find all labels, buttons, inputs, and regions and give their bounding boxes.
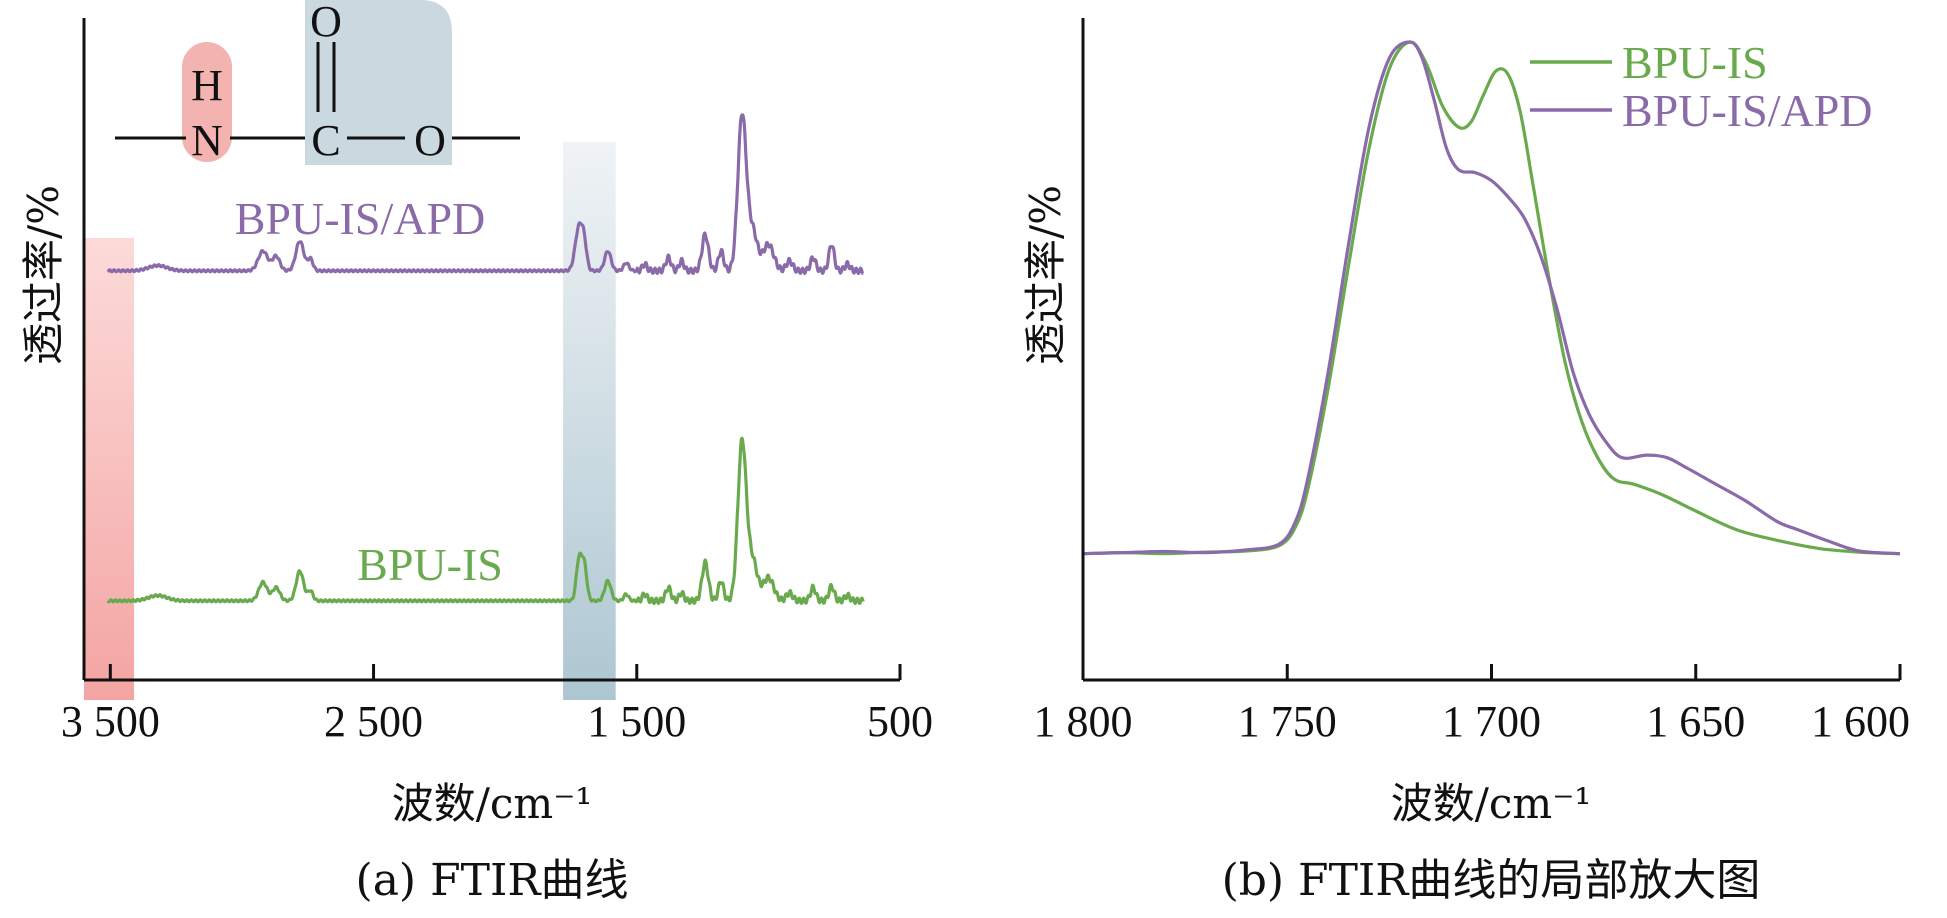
x-tick-label: 1 600 — [1811, 697, 1910, 746]
x-tick-label: 2 500 — [324, 697, 423, 746]
urethane-structure: H N O C O — [115, 0, 520, 165]
series-line-bpu-is-apd — [106, 113, 865, 275]
series-lines — [1082, 40, 1901, 556]
atom-h: H — [191, 61, 223, 110]
x-ticks: 3 500 2 500 1 500 500 — [61, 664, 933, 746]
carbonyl-highlight — [305, 0, 452, 165]
highlight-bands — [84, 142, 616, 700]
x-tick-label: 1 750 — [1238, 697, 1337, 746]
series-line-bpu-is-apd — [1082, 40, 1901, 556]
y-axis-label: 透过率/% — [19, 185, 68, 365]
highlight-band-2 — [563, 142, 616, 700]
nh-highlight — [182, 42, 232, 162]
series-label-bpu-is: BPU-IS — [357, 539, 503, 590]
legend-label-bpu-is: BPU-IS — [1622, 37, 1768, 88]
atom-o-ester: O — [414, 116, 446, 165]
atom-n: N — [191, 116, 223, 165]
atom-o-carbonyl: O — [310, 0, 342, 46]
atom-c: C — [311, 116, 340, 165]
series-line-bpu-is — [106, 436, 865, 605]
legend-label-bpu-is-apd: BPU-IS/APD — [1622, 85, 1873, 136]
x-tick-label: 3 500 — [61, 697, 160, 746]
series-label-bpu-is-apd: BPU-IS/APD — [235, 193, 486, 244]
x-ticks: 1 800 1 750 1 700 1 650 1 600 — [1034, 664, 1910, 746]
legend: BPU-IS BPU-IS/APD — [1530, 37, 1873, 136]
x-tick-label: 1 650 — [1646, 697, 1745, 746]
series-line-bpu-is — [1082, 40, 1901, 556]
x-tick-label: 500 — [867, 697, 933, 746]
panel-a: H N O C O BPU-IS/APD BPU-IS 3 500 2 500 1 … — [19, 0, 933, 906]
caption-a: (a) FTIR曲线 — [356, 855, 629, 906]
x-tick-label: 1 800 — [1034, 697, 1133, 746]
panel-b: BPU-IS BPU-IS/APD 1 800 1 750 1 700 1 650 1 … — [1021, 18, 1910, 906]
y-axis-label: 透过率/% — [1021, 185, 1070, 365]
x-tick-label: 1 700 — [1442, 697, 1541, 746]
highlight-band-1 — [84, 238, 135, 700]
x-axis-label: 波数/cm⁻¹ — [392, 779, 593, 828]
series-lines — [106, 113, 865, 605]
caption-b: (b) FTIR曲线的局部放大图 — [1222, 855, 1761, 906]
x-tick-label: 1 500 — [587, 697, 686, 746]
x-axis-label: 波数/cm⁻¹ — [1391, 779, 1592, 828]
